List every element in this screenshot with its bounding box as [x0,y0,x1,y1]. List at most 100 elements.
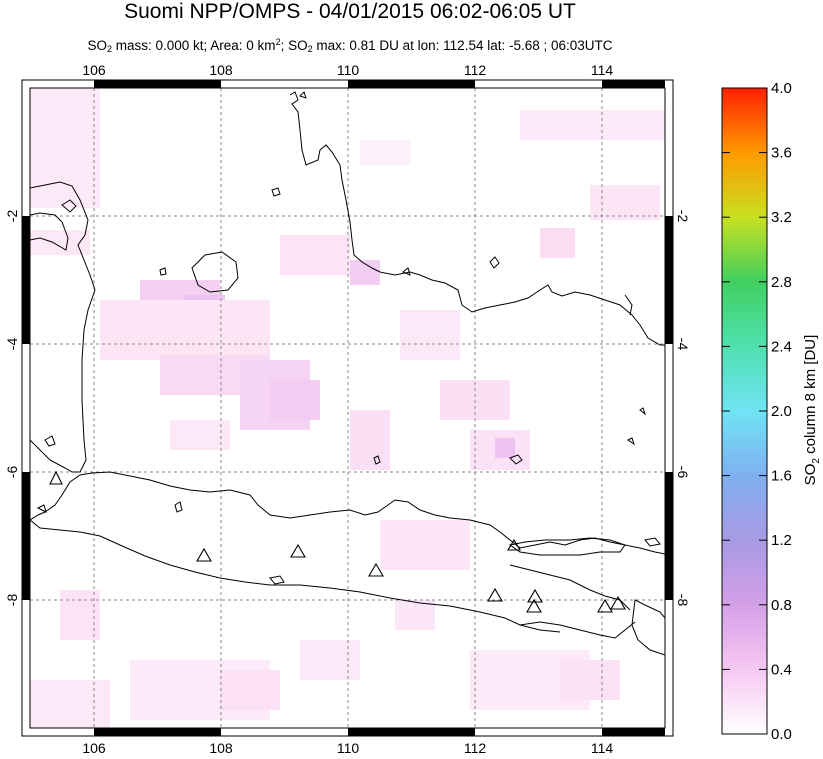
colorbar-tick-label: 2.8 [771,274,792,291]
triangle-outline-icon [507,538,521,551]
colorbar-tick-label: 2.0 [771,403,792,420]
frame-bar-bottom [602,728,665,736]
frame-bar-bottom [94,728,221,736]
so2-pixel [495,438,515,458]
lat-tick-label: -2 [4,210,20,223]
frame-bar-right [665,472,673,600]
coastline-island [174,501,183,513]
coastline-island [373,455,381,465]
coastline-belitung [191,251,239,293]
map-inner-frame [29,87,666,729]
so2-pixel [100,300,270,360]
so2-max-label: ; SO [280,38,308,53]
mass-area-text: mass: 0.000 kt; Area: 0 km [111,38,276,53]
triangle-outline-icon [49,470,63,485]
colorbar-tick-label: 0.8 [771,597,792,614]
so2-pixel [280,235,350,275]
coastline-island [489,256,500,269]
so2-pixel [590,185,660,220]
so2-label: SO [87,38,107,53]
colorbar-tick-label: 3.6 [771,145,792,162]
triangle-outline-icon [610,595,626,610]
so2-pixel [30,88,100,208]
so2-pixel [400,310,460,360]
lon-tick-label: 110 [337,740,360,756]
frame-bar-left [22,472,30,600]
so2-pixel [350,410,390,470]
lat-tick-label: -2 [675,210,691,223]
coastline-java-tail [519,624,561,633]
lat-tick-label: -8 [4,594,20,607]
coastline-island [36,504,47,513]
frame-bar-left [22,216,30,344]
triangle-outline-icon [368,562,384,577]
triangle-outline-icon [196,547,212,562]
so2-pixel [30,680,110,728]
so2-pixel [540,228,575,258]
frame-bar-bottom [348,728,475,736]
lon-tick-label: 106 [82,740,106,756]
lat-tick-label: -6 [675,466,691,479]
coastline-island [61,199,77,213]
coastline-island [627,437,635,446]
colorbar-tick-label: 4.0 [771,80,792,97]
lon-tick-label: 108 [209,62,233,78]
triangle-outline-icon [290,543,306,558]
frame-bar-top [94,80,221,88]
coastline-sumatra-bay [30,212,69,251]
colorbar-tick-label: 1.2 [771,532,792,549]
so2-pixel [380,520,470,570]
colorbar-title-rest: column 8 km [DU] [802,335,819,458]
coastline-bali [631,599,665,656]
lon-tick-label: 108 [209,740,233,756]
lon-tick-label: 110 [337,62,360,78]
triangle-outline-icon [487,587,503,602]
colorbar-title: SO2 column 8 km [DU] [802,335,822,486]
map-title: Suomi NPP/OMPS - 04/01/2015 06:02-06:05 … [124,0,576,23]
so2-pixel [520,110,665,140]
max-location-text: max: 0.81 DU at lon: 112.54 lat: -5.68 ;… [312,38,613,53]
frame-scale-bars [22,80,673,736]
so2-pixel [60,590,100,640]
colorbar-tick-label: 0.4 [771,661,792,678]
so2-max-subscript: 2 [307,44,313,54]
coastline-island [639,407,647,416]
coastline-java-south [30,519,636,639]
coastline-east-java [509,564,631,611]
area-superscript: 2 [275,37,281,47]
lon-tick-label: 112 [464,62,487,78]
lon-labels-top: 106 108 110 112 114 [82,62,613,78]
triangle-outline-icon [597,598,613,613]
lat-tick-label: -8 [675,594,691,607]
triangle-outline-icon [526,598,542,613]
so2-pixel [300,640,360,680]
coastline-madura [508,537,626,556]
lon-labels-bottom: 106 108 110 112 114 [82,740,613,756]
so2-pixel [395,600,435,630]
coastline-java-north [30,471,665,555]
coastline-island [159,267,167,276]
lat-tick-label: -6 [4,466,20,479]
colorbar-ticks: 4.0 3.6 3.2 2.8 2.4 2.0 1.6 1.2 0.8 0.4 0.0 [722,80,792,743]
coastline-island [271,187,281,197]
coastline-island [269,575,285,585]
lon-tick-label: 106 [82,62,106,78]
so2-pixel [170,420,230,450]
volcano-markers [49,470,626,613]
frame-bar-right [665,216,673,344]
coastline-island [44,435,56,447]
lat-labels-left: -2 -4 -6 -8 [4,210,20,607]
coastline-sumatra [30,181,96,473]
lat-tick-label: -4 [675,338,691,351]
lat-tick-label: -4 [4,338,20,351]
coastline-borneo-east [624,294,633,316]
map-subtitle: SO2 mass: 0.000 kt; Area: 0 km2; SO2 max… [0,37,700,54]
frame-bar-top [348,80,475,88]
so2-pixel [270,380,320,420]
colorbar-tick-label: 3.2 [771,209,792,226]
so2-pixel [360,140,410,165]
lon-tick-label: 114 [591,740,614,756]
coastline-layer [30,91,665,656]
coastline-island [644,537,661,547]
